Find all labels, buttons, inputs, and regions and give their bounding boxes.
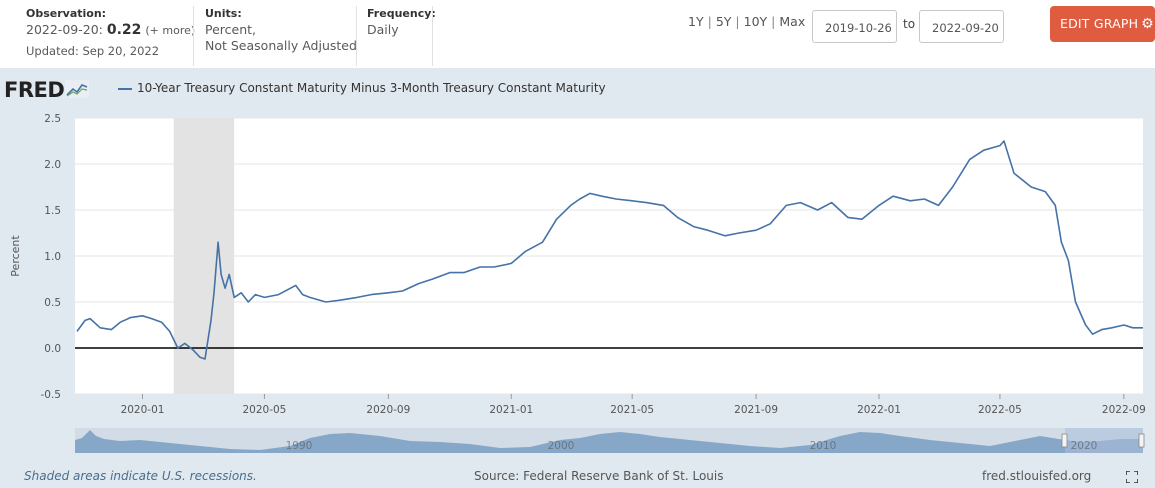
y-axis-label: Percent — [9, 235, 22, 277]
x-tick-label: 2021-09 — [734, 404, 778, 416]
navigator-label: 2010 — [810, 440, 837, 452]
range-5y-button[interactable]: 5Y — [715, 14, 732, 29]
grid — [75, 117, 1143, 395]
date-from-input[interactable]: 2019-10-26 — [812, 10, 897, 43]
range-10y-button[interactable]: 10Y — [743, 14, 768, 29]
y-tick-label: 2.5 — [44, 113, 61, 125]
x-tick-label: 2020-01 — [121, 404, 165, 416]
y-tick-label: 2.0 — [44, 159, 61, 171]
edit-graph-label: EDIT GRAPH — [1060, 16, 1139, 31]
units-line2: Not Seasonally Adjusted — [205, 38, 357, 53]
frequency-value: Daily — [367, 22, 399, 37]
range-1y-button[interactable]: 1Y — [688, 14, 704, 29]
graph-header: Observation: 2022-09-20: 0.22 (+ more) U… — [0, 0, 1155, 68]
x-tick-label: 2022-01 — [857, 404, 901, 416]
x-tick-label: 2022-05 — [978, 404, 1022, 416]
recession-band — [173, 118, 235, 394]
to-label: to — [903, 17, 916, 31]
navigator-label: 1990 — [286, 440, 313, 452]
frequency-label: Frequency: — [367, 7, 436, 20]
x-tick-label: 2020-09 — [366, 404, 410, 416]
range-buttons: 1Y | 5Y | 10Y | Max — [688, 14, 806, 29]
observation-label: Observation: — [26, 7, 107, 20]
gear-icon: ⚙ — [1141, 16, 1154, 32]
source-text: Source: Federal Reserve Bank of St. Loui… — [474, 469, 724, 483]
navigator-left-handle[interactable] — [1061, 433, 1068, 448]
fred-logo-text: FRED — [4, 78, 65, 102]
navigator-selection — [1065, 428, 1143, 453]
series-path — [76, 140, 1143, 360]
site-link[interactable]: fred.stlouisfed.org — [982, 469, 1092, 483]
updated-text: Updated: Sep 20, 2022 — [26, 44, 160, 58]
navigator-label: 2020 — [1071, 440, 1098, 452]
date-to-input[interactable]: 2022-09-20 — [919, 10, 1004, 43]
range-navigator[interactable]: 1990 2000 2010 2020 — [75, 428, 1145, 453]
navigator-right-handle[interactable] — [1138, 433, 1145, 448]
x-axis-ticks: 2020-01 2020-05 2020-09 2021-01 2021-05 2021-… — [121, 394, 1146, 416]
edit-graph-button[interactable]: EDIT GRAPH ⚙ — [1050, 6, 1155, 42]
y-tick-label: 1.5 — [44, 205, 61, 217]
observation-more-link[interactable]: (+ more) — [145, 24, 196, 37]
divider — [193, 6, 194, 66]
series-line — [76, 140, 1143, 360]
y-tick-label: 1.0 — [44, 251, 61, 263]
divider — [432, 6, 433, 66]
x-tick-label: 2020-05 — [242, 404, 286, 416]
x-tick-label: 2021-01 — [489, 404, 533, 416]
graph-panel: FRED 10-Year Treasury Constant Maturity … — [0, 68, 1155, 488]
y-tick-label: 0.5 — [44, 297, 61, 309]
y-tick-label: 0.0 — [44, 343, 61, 355]
recession-note: Shaded areas indicate U.S. recessions. — [24, 469, 257, 483]
x-tick-label: 2022-09 — [1102, 404, 1146, 416]
divider — [356, 6, 357, 66]
fred-logo: FRED — [4, 78, 90, 103]
navigator-label: 2000 — [548, 440, 575, 452]
range-max-button[interactable]: Max — [779, 14, 806, 29]
frequency-block: Frequency: Daily — [367, 6, 436, 38]
y-axis-ticks: 2.5 2.0 1.5 1.0 0.5 0.0 -0.5 — [41, 113, 62, 401]
y-tick-label: -0.5 — [41, 389, 62, 401]
units-block: Units: Percent, Not Seasonally Adjusted — [205, 6, 357, 54]
units-line1: Percent, — [205, 22, 257, 37]
x-tick-label: 2021-05 — [610, 404, 654, 416]
observation-date: 2022-09-20: — [26, 22, 103, 37]
fullscreen-icon[interactable] — [1126, 471, 1138, 483]
legend-item[interactable]: 10-Year Treasury Constant Maturity Minus… — [118, 81, 606, 95]
observation-value: 0.22 — [106, 22, 142, 38]
legend-label: 10-Year Treasury Constant Maturity Minus… — [137, 81, 606, 95]
fred-spark-icon — [65, 79, 90, 103]
recession-shading — [173, 118, 235, 394]
chart: 2.52.01.51.00.50.0-0.5 2020-01 2020-05 202… — [9, 113, 1146, 453]
units-label: Units: — [205, 7, 242, 20]
legend-swatch — [118, 87, 132, 90]
observation-block: Observation: 2022-09-20: 0.22 (+ more) U… — [26, 6, 195, 59]
navigator-series — [75, 430, 1143, 453]
